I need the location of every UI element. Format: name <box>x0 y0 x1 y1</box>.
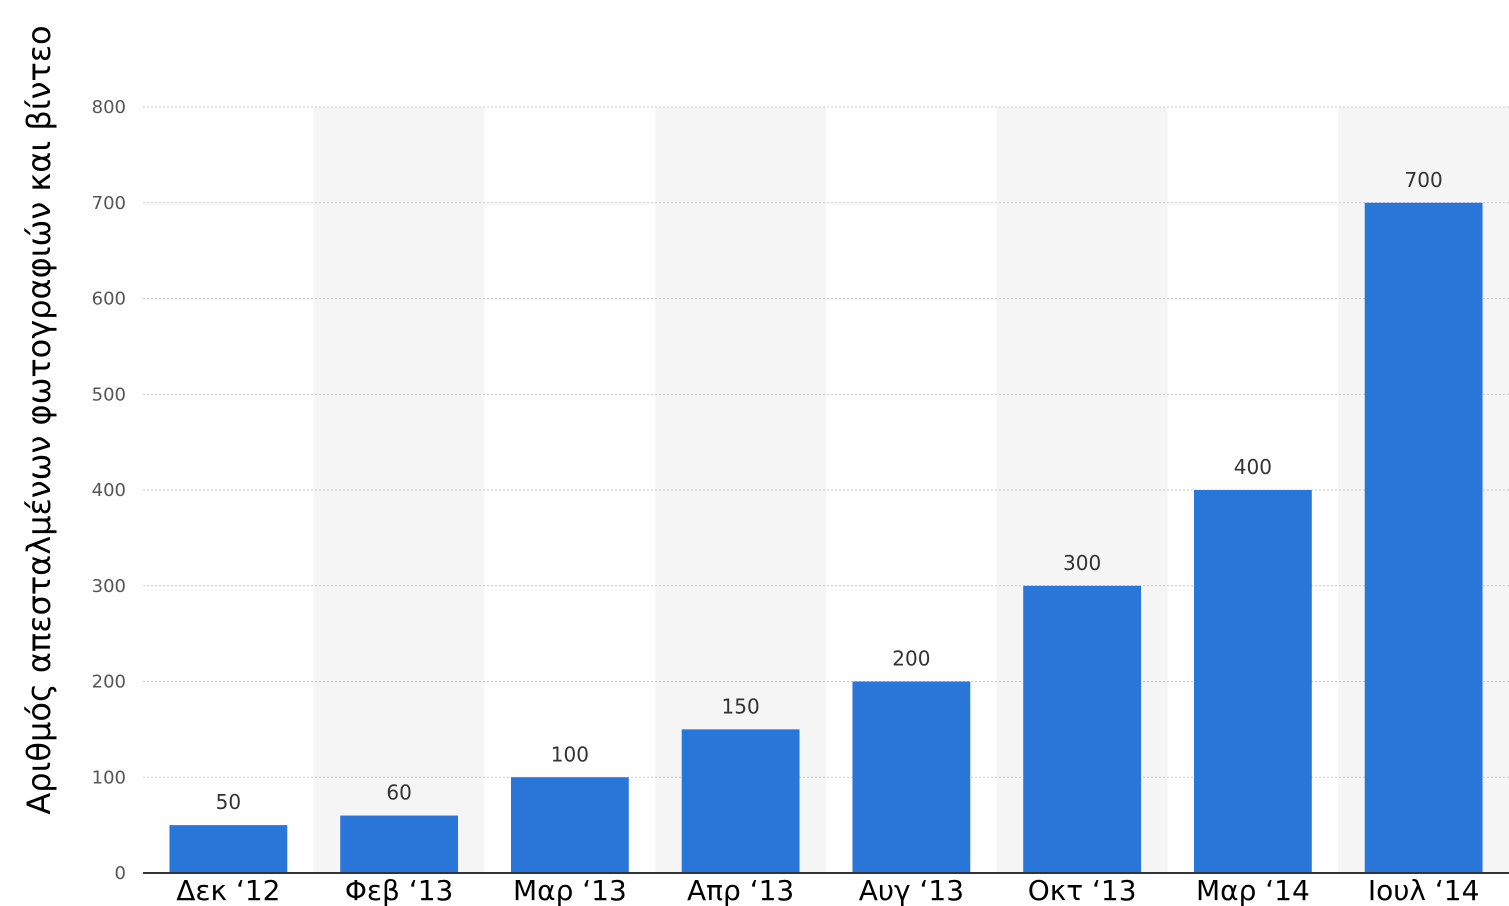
bar <box>1193 490 1312 873</box>
bar <box>510 777 629 873</box>
y-tick-label: 800 <box>92 97 126 118</box>
x-axis-categories: Δεκ ‘12 Φεβ ‘13 Μαρ ‘13 Απρ ‘13 Αυγ ‘13 Οκτ ‘… <box>176 874 1479 906</box>
x-category-label: Ιουλ ‘14 <box>1368 874 1480 906</box>
x-category-label: Μαρ ‘14 <box>1196 874 1310 906</box>
y-tick-label: 700 <box>92 193 126 214</box>
x-category-label: Μαρ ‘13 <box>513 874 627 906</box>
y-tick-label: 600 <box>92 289 126 310</box>
bar <box>169 825 288 873</box>
bar <box>340 815 459 873</box>
y-tick-label: 200 <box>92 672 126 693</box>
x-category-label: Δεκ ‘12 <box>176 874 280 906</box>
y-tick-label: 100 <box>92 767 126 788</box>
y-tick-label: 0 <box>115 863 126 884</box>
x-category-label: Οκτ ‘13 <box>1028 874 1137 906</box>
y-tick-label: 300 <box>92 576 126 597</box>
bar <box>1364 202 1483 873</box>
data-label: 60 <box>386 781 411 805</box>
x-category-label: Αυγ ‘13 <box>859 874 964 906</box>
data-label: 150 <box>722 694 760 718</box>
x-category-label: Φεβ ‘13 <box>345 874 453 906</box>
data-label: 200 <box>892 647 930 671</box>
data-label: 100 <box>551 742 589 766</box>
data-label: 50 <box>216 790 241 814</box>
bar <box>852 681 971 873</box>
y-tick-label: 500 <box>92 384 126 405</box>
data-labels: 50 60 100 150 200 300 400 700 <box>216 168 1443 814</box>
y-axis-title: Αριθμός απεσταλμένων φωτογραφιών και βίν… <box>20 25 58 814</box>
bar <box>1023 585 1142 873</box>
data-label: 700 <box>1405 168 1443 192</box>
bars <box>169 202 1483 873</box>
x-category-label: Απρ ‘13 <box>687 874 794 906</box>
data-label: 400 <box>1234 455 1272 479</box>
bar <box>681 729 800 873</box>
data-label: 300 <box>1063 551 1101 575</box>
y-axis-ticks: 0 100 200 300 400 500 600 700 800 <box>92 97 126 884</box>
y-tick-label: 400 <box>92 480 126 501</box>
